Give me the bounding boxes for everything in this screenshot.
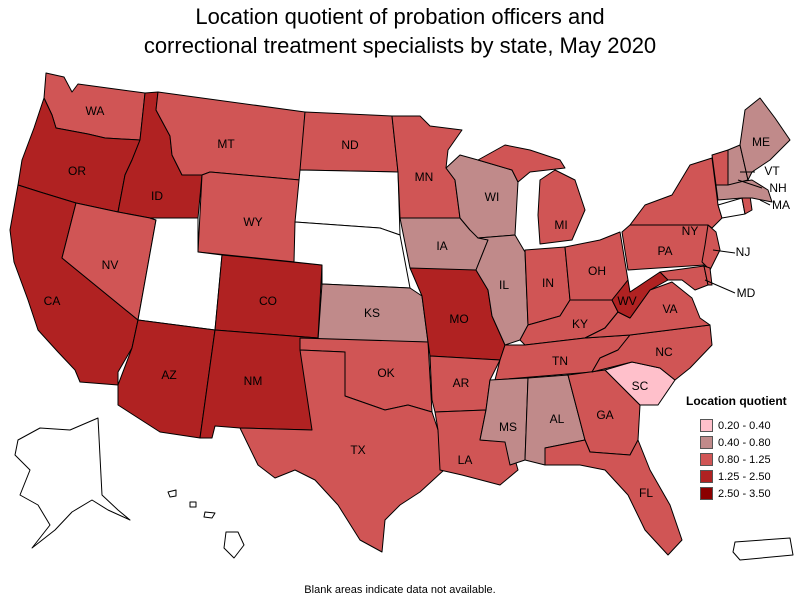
state-me[interactable] — [739, 97, 791, 181]
label-or: OR — [68, 164, 86, 178]
label-la: LA — [458, 453, 473, 467]
map-title: Location quotient of probation officers … — [0, 2, 800, 60]
label-nv: NV — [102, 258, 119, 272]
label-wi: WI — [485, 190, 500, 204]
label-ar: AR — [453, 376, 470, 390]
legend-swatch-2 — [700, 453, 713, 466]
legend-label: 0.40 - 0.80 — [718, 436, 771, 449]
state-de[interactable] — [703, 265, 713, 286]
legend-label: 2.50 - 3.50 — [718, 487, 771, 500]
state-ak[interactable] — [14, 417, 131, 549]
state-pr[interactable] — [732, 537, 794, 561]
legend: Location quotient 0.20 - 0.40 0.40 - 0.8… — [686, 394, 798, 502]
label-ga: GA — [596, 408, 613, 422]
label-nh: NH — [769, 181, 786, 195]
label-me: ME — [752, 135, 770, 149]
legend-item: 0.80 - 1.25 — [686, 451, 798, 468]
label-vt: VT — [764, 164, 780, 178]
state-tx[interactable] — [239, 349, 445, 553]
label-wy: WY — [243, 215, 262, 229]
label-tn: TN — [552, 354, 568, 368]
state-labels: WA OR CA ID NV MT WY AZ CO NM ND KS OK T… — [44, 104, 790, 500]
map-title-line2: correctional treatment specialists by st… — [143, 33, 657, 58]
label-ky: KY — [572, 317, 588, 331]
label-oh: OH — [588, 264, 606, 278]
label-tx: TX — [350, 443, 365, 457]
label-in: IN — [542, 276, 554, 290]
legend-swatch-4 — [700, 487, 713, 500]
label-nd: ND — [341, 138, 359, 152]
state-nc[interactable] — [591, 324, 713, 381]
state-mt[interactable] — [155, 91, 306, 181]
legend-label: 0.20 - 0.40 — [718, 419, 771, 432]
legend-title: Location quotient — [686, 394, 787, 408]
legend-swatch-0 — [700, 419, 713, 432]
label-mt: MT — [217, 137, 235, 151]
label-nc: NC — [655, 345, 673, 359]
label-ma: MA — [772, 198, 790, 212]
label-ok: OK — [377, 366, 394, 380]
label-pa: PA — [657, 244, 672, 258]
label-mi: MI — [554, 218, 567, 232]
label-md: MD — [737, 286, 756, 300]
state-ny[interactable] — [629, 157, 723, 229]
state-mi[interactable] — [477, 144, 586, 245]
label-co: CO — [259, 294, 277, 308]
label-ms: MS — [499, 420, 517, 434]
label-fl: FL — [639, 486, 653, 500]
label-nm: NM — [244, 374, 263, 388]
legend-item: 0.20 - 0.40 — [686, 417, 798, 434]
legend-item: 2.50 - 3.50 — [686, 485, 798, 502]
label-va: VA — [662, 302, 677, 316]
label-ks: KS — [364, 306, 380, 320]
map-title-line1: Location quotient of probation officers … — [195, 4, 605, 29]
label-sc: SC — [632, 379, 649, 393]
label-ny: NY — [682, 224, 699, 238]
label-wv: WV — [617, 294, 636, 308]
legend-swatch-1 — [700, 436, 713, 449]
legend-item: 0.40 - 0.80 — [686, 434, 798, 451]
state-ct[interactable] — [717, 197, 746, 219]
state-hi[interactable] — [167, 489, 245, 559]
state-fl[interactable] — [544, 439, 683, 556]
legend-item: 1.25 - 2.50 — [686, 468, 798, 485]
label-ca: CA — [44, 294, 61, 308]
label-id: ID — [151, 189, 163, 203]
label-az: AZ — [161, 368, 176, 382]
label-wa: WA — [86, 104, 105, 118]
label-ia: IA — [436, 239, 447, 253]
state-ma[interactable] — [715, 179, 773, 203]
leader-lines — [704, 171, 771, 294]
label-nj: NJ — [736, 245, 751, 259]
label-il: IL — [499, 278, 509, 292]
label-mo: MO — [449, 312, 468, 326]
footnote: Blank areas indicate data not available. — [304, 584, 496, 596]
label-mn: MN — [415, 170, 434, 184]
legend-label: 1.25 - 2.50 — [718, 470, 771, 483]
legend-label: 0.80 - 1.25 — [718, 453, 771, 466]
legend-swatch-3 — [700, 470, 713, 483]
label-al: AL — [550, 412, 565, 426]
